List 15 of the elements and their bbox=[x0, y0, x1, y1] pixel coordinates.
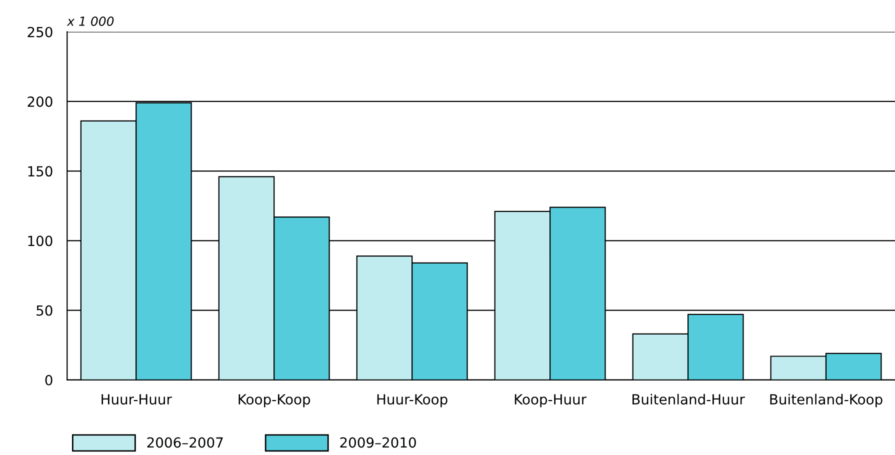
x-tick-label: Koop-Koop bbox=[238, 394, 310, 408]
y-tick-label: 250 bbox=[28, 26, 52, 38]
x-tick-label: Huur-Huur bbox=[102, 394, 172, 405]
y-tick-label: 150 bbox=[28, 166, 52, 177]
legend-label: 2006–2007 bbox=[147, 437, 223, 448]
legend-label: 2009–2010 bbox=[340, 437, 416, 448]
x-tick-label: Buitenland-Koop bbox=[770, 394, 882, 408]
y-tick-label: 200 bbox=[28, 96, 52, 107]
y-tick-label: 0 bbox=[45, 374, 52, 386]
x-tick-label: Huur-Koop bbox=[377, 394, 448, 408]
y-tick-label: 100 bbox=[28, 236, 52, 246]
x-tick-label: Koop-Huur bbox=[514, 394, 587, 408]
text: x 1 000 bbox=[66, 16, 114, 26]
x-tick-label: Buitenland-Huur bbox=[632, 394, 745, 405]
y-tick-label: 50 bbox=[36, 305, 52, 316]
